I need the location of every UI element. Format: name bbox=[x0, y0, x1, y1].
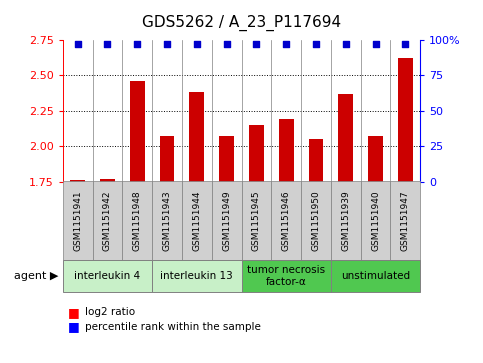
Point bbox=[163, 41, 171, 47]
Bar bbox=[159, 136, 174, 182]
Text: log2 ratio: log2 ratio bbox=[85, 307, 135, 317]
Bar bbox=[279, 119, 294, 182]
Bar bbox=[100, 179, 115, 182]
Point bbox=[312, 41, 320, 47]
Text: GSM1151944: GSM1151944 bbox=[192, 190, 201, 251]
Text: GSM1151946: GSM1151946 bbox=[282, 190, 291, 251]
Point bbox=[342, 41, 350, 47]
Text: GSM1151945: GSM1151945 bbox=[252, 190, 261, 251]
Bar bbox=[368, 136, 383, 182]
Text: unstimulated: unstimulated bbox=[341, 271, 410, 281]
Text: GSM1151949: GSM1151949 bbox=[222, 190, 231, 251]
Text: GSM1151942: GSM1151942 bbox=[103, 190, 112, 251]
Text: GSM1151950: GSM1151950 bbox=[312, 190, 320, 251]
Text: ■: ■ bbox=[68, 306, 79, 319]
Bar bbox=[70, 180, 85, 182]
Text: GSM1151943: GSM1151943 bbox=[163, 190, 171, 251]
Bar bbox=[398, 58, 413, 182]
Point bbox=[372, 41, 380, 47]
Point bbox=[253, 41, 260, 47]
Bar bbox=[189, 92, 204, 182]
Text: interleukin 4: interleukin 4 bbox=[74, 271, 141, 281]
Bar bbox=[219, 136, 234, 182]
Point bbox=[74, 41, 82, 47]
Text: interleukin 13: interleukin 13 bbox=[160, 271, 233, 281]
Bar bbox=[338, 94, 353, 182]
Point bbox=[401, 41, 409, 47]
Bar bbox=[309, 139, 324, 182]
Point bbox=[223, 41, 230, 47]
Text: tumor necrosis
factor-α: tumor necrosis factor-α bbox=[247, 265, 325, 287]
Text: GSM1151941: GSM1151941 bbox=[73, 190, 82, 251]
Point bbox=[133, 41, 141, 47]
Point bbox=[104, 41, 112, 47]
Text: ■: ■ bbox=[68, 320, 79, 333]
Bar bbox=[249, 125, 264, 182]
Text: GSM1151947: GSM1151947 bbox=[401, 190, 410, 251]
Point bbox=[282, 41, 290, 47]
Text: percentile rank within the sample: percentile rank within the sample bbox=[85, 322, 260, 332]
Point bbox=[193, 41, 201, 47]
Text: GSM1151940: GSM1151940 bbox=[371, 190, 380, 251]
Bar bbox=[130, 81, 145, 182]
Text: GDS5262 / A_23_P117694: GDS5262 / A_23_P117694 bbox=[142, 15, 341, 31]
Text: agent ▶: agent ▶ bbox=[14, 271, 58, 281]
Text: GSM1151939: GSM1151939 bbox=[341, 190, 350, 251]
Text: GSM1151948: GSM1151948 bbox=[133, 190, 142, 251]
